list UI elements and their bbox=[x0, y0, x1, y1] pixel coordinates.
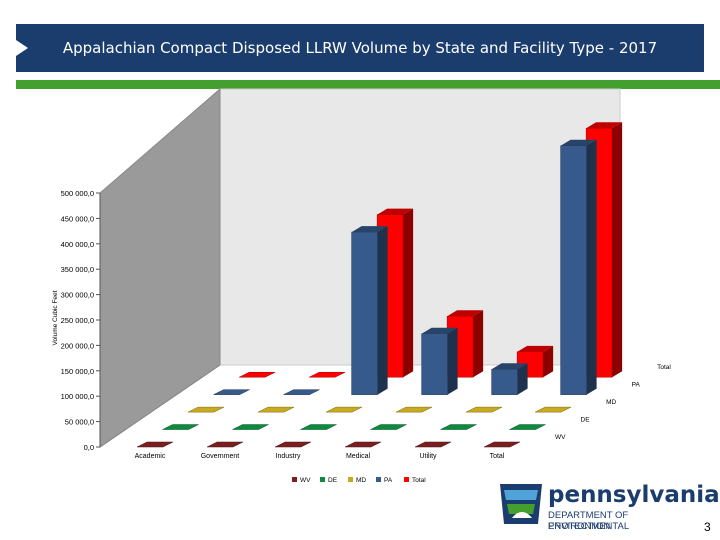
bar-md-academic bbox=[187, 406, 225, 413]
bar-md-utility bbox=[465, 406, 503, 413]
series-total: Total bbox=[239, 122, 671, 378]
x-tick-label: Academic bbox=[135, 453, 166, 460]
series-depth-label: Total bbox=[657, 364, 671, 371]
bar-total-academic bbox=[239, 371, 276, 378]
bar-top bbox=[491, 363, 528, 370]
legend-label: MD bbox=[356, 477, 366, 484]
bar-top bbox=[377, 208, 414, 215]
y-axis-title: Volume Cubic Feet bbox=[52, 290, 59, 345]
series-depth-label: WV bbox=[555, 434, 566, 441]
x-tick-label: Total bbox=[490, 453, 505, 460]
bar-de-utility bbox=[440, 424, 477, 430]
bar-md-industry bbox=[325, 406, 363, 413]
y-tick-label: 450 000,0 bbox=[61, 214, 94, 223]
bar-wv-medical bbox=[344, 441, 382, 448]
legend-swatch bbox=[376, 477, 381, 482]
logo-protection-line: PROTECTION bbox=[548, 521, 611, 532]
y-tick-label: 0,0 bbox=[84, 443, 94, 452]
legend-swatch bbox=[348, 477, 353, 482]
legend-label: Total bbox=[412, 477, 426, 484]
bar-pa-medical bbox=[421, 333, 448, 395]
x-tick-label: Government bbox=[201, 453, 240, 460]
bar-pa-academic bbox=[213, 389, 250, 395]
legend-swatch bbox=[320, 477, 325, 482]
bar-side bbox=[473, 310, 484, 378]
bar-wv-government bbox=[206, 441, 244, 448]
y-tick-label: 350 000,0 bbox=[61, 265, 94, 274]
title-arrow-icon bbox=[16, 40, 28, 56]
bar-side bbox=[447, 327, 458, 395]
title-banner: Appalachian Compact Disposed LLRW Volume… bbox=[16, 24, 704, 72]
y-tick-label: 100 000,0 bbox=[61, 392, 94, 401]
bar-md-medical bbox=[395, 406, 433, 413]
y-tick-label: 300 000,0 bbox=[61, 291, 94, 300]
legend-label: DE bbox=[328, 477, 338, 484]
y-tick-label: 250 000,0 bbox=[61, 316, 94, 325]
y-tick-label: 500 000,0 bbox=[61, 189, 94, 198]
bar-md-government bbox=[257, 406, 295, 413]
accent-stripe bbox=[16, 80, 720, 89]
legend-label: PA bbox=[384, 477, 393, 484]
page-title: Appalachian Compact Disposed LLRW Volume… bbox=[62, 39, 658, 57]
x-tick-label: Utility bbox=[419, 453, 437, 460]
keystone-state-logo-icon bbox=[500, 484, 542, 524]
bar-top bbox=[447, 310, 484, 317]
x-tick-label: Medical bbox=[346, 453, 371, 460]
bar-top bbox=[351, 226, 388, 233]
chart-floor-edge bbox=[99, 364, 221, 448]
chart-back-wall bbox=[219, 88, 621, 366]
bar-de-industry bbox=[300, 424, 337, 430]
bar-side bbox=[517, 363, 528, 395]
logo-department-line: DEPARTMENT OF ENVIRONMENTAL bbox=[548, 510, 630, 532]
bar-top bbox=[421, 327, 458, 334]
bar-side bbox=[612, 122, 623, 378]
bar-pa-utility bbox=[491, 369, 518, 395]
bar-side bbox=[543, 345, 554, 378]
pennsylvania-dep-logo: pennsylvania DEPARTMENT OF ENVIRONMENTAL… bbox=[498, 480, 720, 532]
bar-wv-academic bbox=[136, 441, 174, 448]
bar-top bbox=[517, 345, 554, 352]
y-tick-label: 400 000,0 bbox=[61, 240, 94, 249]
chart-side-wall bbox=[99, 87, 221, 448]
legend-swatch bbox=[292, 477, 297, 482]
series-depth-label: DE bbox=[581, 417, 591, 424]
bar-pa-total bbox=[560, 145, 587, 395]
bar-de-academic bbox=[162, 424, 199, 430]
bar-side bbox=[403, 208, 414, 378]
legend-label: WV bbox=[300, 477, 311, 484]
bar-side bbox=[586, 139, 597, 395]
series-wv: WV bbox=[136, 434, 566, 448]
bar-pa-government bbox=[283, 389, 320, 395]
bar-md-total bbox=[534, 406, 572, 413]
y-tick-label: 200 000,0 bbox=[61, 341, 94, 350]
bar-wv-industry bbox=[274, 441, 312, 448]
series-de: DE bbox=[162, 417, 591, 430]
bar-pa-industry bbox=[351, 231, 378, 395]
page-number: 3 bbox=[704, 520, 711, 534]
bar-side bbox=[377, 226, 388, 395]
bar-de-government bbox=[232, 424, 269, 430]
y-tick-label: 50 000,0 bbox=[65, 418, 94, 427]
legend-swatch bbox=[404, 477, 409, 482]
x-tick-label: Industry bbox=[276, 453, 301, 460]
bar-de-total bbox=[509, 424, 546, 430]
bar-top bbox=[560, 139, 597, 146]
series-depth-label: MD bbox=[606, 399, 616, 406]
series-depth-label: PA bbox=[632, 382, 641, 389]
bar-top bbox=[586, 122, 623, 129]
bar-wv-total bbox=[483, 441, 521, 448]
logo-name: pennsylvania bbox=[548, 482, 720, 508]
series-pa: PA bbox=[213, 139, 641, 395]
bar-total-government bbox=[309, 371, 346, 378]
bar-de-medical bbox=[370, 424, 407, 430]
bar-wv-utility bbox=[414, 441, 452, 448]
series-md: MD bbox=[187, 399, 616, 413]
y-tick-label: 150 000,0 bbox=[61, 367, 94, 376]
